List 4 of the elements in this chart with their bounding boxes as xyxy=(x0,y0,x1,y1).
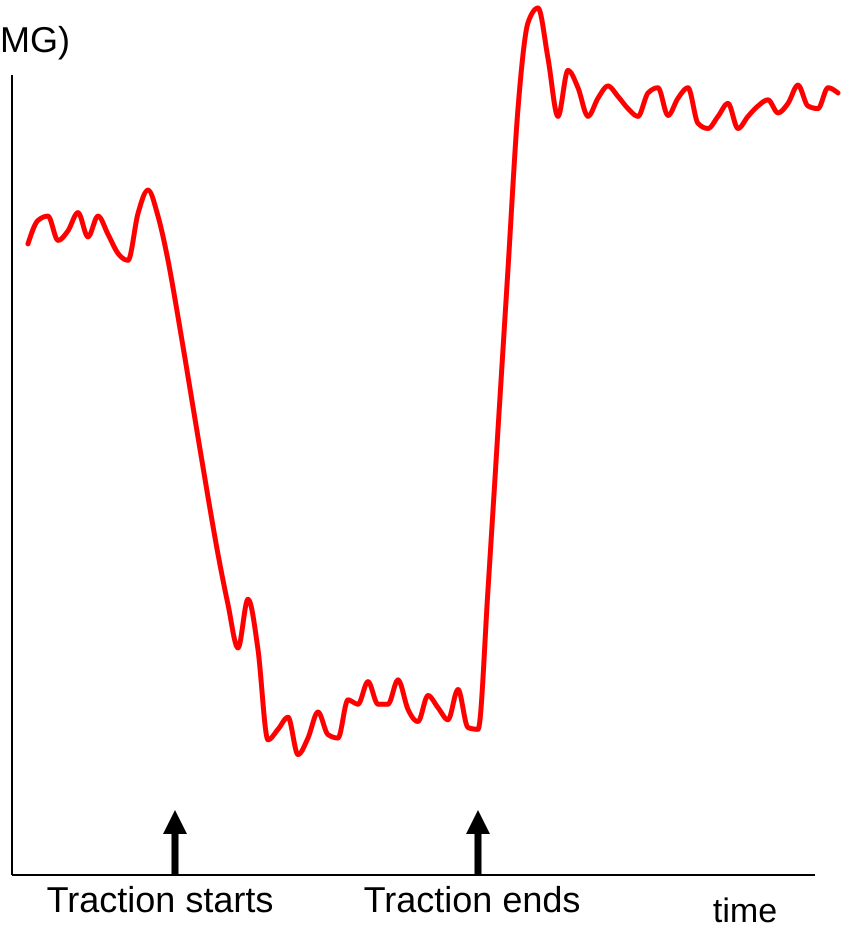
text: Traction starts xyxy=(46,879,274,920)
text: Traction ends xyxy=(364,879,580,920)
y-axis-title: MG) xyxy=(0,19,70,60)
x-axis-title: time xyxy=(712,892,778,930)
